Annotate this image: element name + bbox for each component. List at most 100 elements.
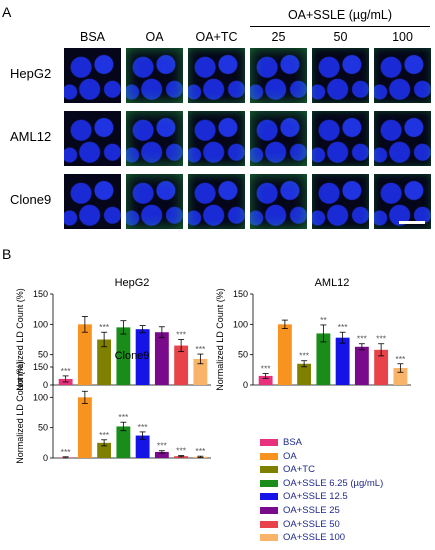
significance-label: *** [176, 446, 187, 456]
micrograph-image [250, 111, 307, 166]
bar [316, 333, 331, 385]
row-header: Clone9 [10, 192, 52, 207]
significance-label: *** [157, 441, 168, 451]
row-header: HepG2 [10, 66, 52, 81]
y-tick-label: 150 [33, 289, 48, 299]
micrograph-image [374, 174, 431, 229]
column-header: 25 [271, 30, 286, 44]
bar [97, 339, 112, 385]
significance-label: *** [338, 322, 349, 332]
legend-label: OA+SSLE 100 [283, 532, 346, 544]
significance-label: *** [299, 351, 310, 361]
bar [135, 435, 150, 458]
legend-label: OA+SSLE 12.5 [283, 491, 348, 503]
y-tick-label: 50 [38, 350, 48, 360]
significance-label: *** [261, 363, 272, 373]
column-header: OA+TC [195, 30, 238, 44]
legend-swatch [260, 452, 278, 460]
micrograph-image [250, 174, 307, 229]
column-header: 50 [333, 30, 348, 44]
row-header: AML12 [10, 129, 52, 144]
y-axis-label: Normalized LD Count (%) [215, 288, 225, 391]
micrograph-image [188, 48, 245, 103]
bar [277, 324, 292, 385]
significance-label: *** [195, 344, 206, 354]
micrograph-image [374, 111, 431, 166]
bar [258, 375, 273, 385]
legend-swatch [260, 493, 278, 501]
y-tick-label: 0 [43, 380, 48, 390]
bar [374, 349, 389, 385]
y-tick-label: 150 [33, 362, 48, 372]
y-tick-label: 50 [238, 350, 248, 360]
significance-label: *** [61, 366, 72, 376]
y-axis-label: Normalized LD Count (%) [15, 361, 25, 464]
micrograph-image [188, 111, 245, 166]
legend-swatch [260, 466, 278, 474]
group-label: OA+SSLE (µg/mL) [287, 8, 393, 22]
group-bracket-line [250, 26, 430, 27]
column-header: BSA [79, 30, 105, 44]
bar [135, 329, 150, 385]
y-tick-label: 150 [233, 289, 248, 299]
significance-label: *** [176, 330, 187, 340]
y-axis-label: Normalized LD Count (%) [15, 288, 25, 391]
micrograph-image [312, 48, 369, 103]
legend-label: BSA [283, 437, 303, 448]
column-header: 100 [392, 30, 413, 44]
micrograph-image [188, 174, 245, 229]
bar [77, 324, 92, 385]
chart-title: AML12 [315, 277, 350, 289]
micrograph-image [374, 48, 431, 103]
bar [116, 426, 131, 458]
bar [174, 345, 189, 385]
significance-label: *** [118, 412, 129, 422]
legend-swatch [260, 507, 278, 514]
significance-label: *** [395, 354, 406, 364]
significance-label: *** [376, 334, 387, 344]
bar [154, 451, 169, 458]
micrograph-image [126, 48, 183, 103]
y-tick-label: 100 [233, 319, 248, 329]
scale-bar [399, 221, 425, 224]
column-header: OA [145, 30, 164, 44]
significance-label: *** [99, 322, 110, 332]
bar [193, 358, 208, 385]
y-tick-label: 50 [38, 423, 48, 433]
chart-title: Clone9 [115, 350, 150, 362]
y-tick-label: 100 [33, 392, 48, 402]
micrograph-image [64, 174, 121, 229]
legend-swatch [260, 479, 278, 487]
micrograph-image [126, 111, 183, 166]
bar [335, 337, 350, 385]
micrograph-image [64, 48, 121, 103]
micrograph-image [250, 48, 307, 103]
significance-label: *** [99, 430, 110, 440]
y-tick-label: 100 [33, 319, 48, 329]
bar [393, 368, 408, 385]
legend-label: OA [283, 450, 297, 462]
legend-swatch [260, 520, 278, 528]
bar [116, 327, 131, 385]
micrograph-image [312, 111, 369, 166]
legend-swatch [260, 534, 278, 542]
significance-label: *** [61, 447, 72, 457]
micrograph-image [312, 174, 369, 229]
bar [97, 442, 112, 458]
bar [354, 346, 369, 385]
panel-b-letter: B [2, 246, 12, 262]
bar [297, 363, 312, 385]
legend-label: OA+SSLE 25 [283, 505, 340, 516]
legend-label: OA+TC [283, 464, 315, 476]
micrograph-image [126, 174, 183, 229]
legend-swatch [260, 439, 278, 446]
panel-a-letter: A [2, 4, 12, 20]
significance-label: *** [195, 446, 206, 456]
y-tick-label: 0 [243, 380, 248, 390]
chart-title: HepG2 [115, 277, 150, 289]
legend-label: OA+SSLE 6.25 (µg/mL) [283, 477, 384, 489]
legend-label: OA+SSLE 50 [283, 518, 340, 530]
significance-label: *** [357, 334, 368, 344]
micrograph-image [64, 111, 121, 166]
